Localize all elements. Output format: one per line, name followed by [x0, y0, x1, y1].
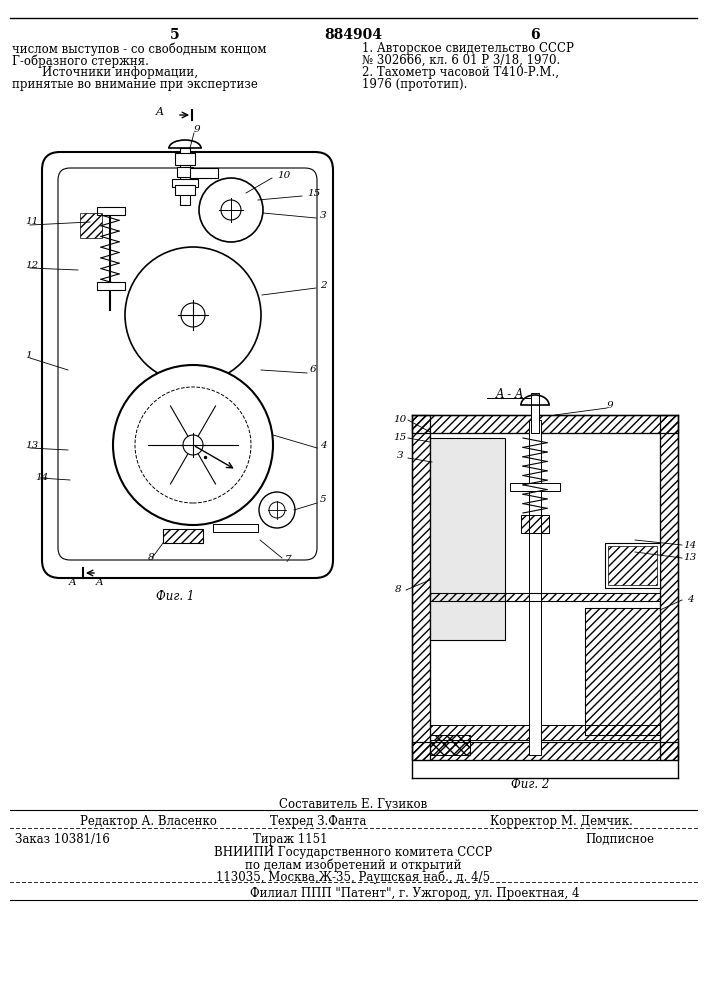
Bar — [521, 515, 549, 533]
Bar — [177, 167, 193, 177]
Text: принятые во внимание при экспертизе: принятые во внимание при экспертизе — [12, 78, 258, 91]
Bar — [660, 415, 678, 760]
Text: 8: 8 — [395, 585, 402, 594]
Text: 9: 9 — [194, 125, 201, 134]
Circle shape — [125, 247, 261, 383]
Text: 2: 2 — [320, 280, 327, 290]
Text: 2. Тахометр часовой Т410-Р.М.,: 2. Тахометр часовой Т410-Р.М., — [362, 66, 559, 79]
Text: Техред З.Фанта: Техред З.Фанта — [270, 815, 366, 828]
Text: Составитель Е. Гузиков: Составитель Е. Гузиков — [279, 798, 427, 811]
Text: 3: 3 — [320, 211, 327, 220]
Text: 15: 15 — [393, 434, 407, 442]
Circle shape — [181, 303, 205, 327]
Text: A - A: A - A — [496, 388, 525, 401]
Text: Заказ 10381/16: Заказ 10381/16 — [15, 833, 110, 846]
Text: 8: 8 — [148, 554, 155, 562]
Text: 6: 6 — [310, 365, 317, 374]
Bar — [190, 168, 218, 178]
Bar — [412, 415, 678, 433]
Text: A: A — [69, 578, 77, 587]
Bar — [412, 742, 678, 760]
Text: 5: 5 — [320, 495, 327, 504]
Circle shape — [199, 178, 263, 242]
Bar — [97, 207, 125, 215]
Text: числом выступов - со свободным концом: числом выступов - со свободным концом — [12, 42, 267, 55]
Text: 10: 10 — [277, 170, 291, 180]
Bar — [213, 524, 258, 532]
Bar — [531, 393, 539, 433]
Bar — [163, 529, 203, 543]
Bar — [430, 593, 660, 601]
Circle shape — [183, 435, 203, 455]
Text: A: A — [156, 107, 164, 117]
Bar — [430, 735, 470, 755]
Text: 11: 11 — [25, 218, 38, 227]
Bar — [97, 282, 125, 290]
Bar — [430, 725, 660, 740]
Text: Г-образного стержня.: Г-образного стержня. — [12, 54, 149, 68]
Circle shape — [269, 502, 285, 518]
Text: 13: 13 — [684, 554, 696, 562]
Text: Филиал ППП "Патент", г. Ужгород, ул. Проектная, 4: Филиал ППП "Патент", г. Ужгород, ул. Про… — [250, 887, 580, 900]
Bar — [412, 415, 430, 760]
FancyBboxPatch shape — [42, 152, 333, 578]
Bar — [529, 420, 541, 755]
Bar — [608, 546, 657, 585]
Text: 3: 3 — [397, 452, 403, 460]
Text: ВНИИПИ Государственного комитета СССР: ВНИИПИ Государственного комитета СССР — [214, 846, 492, 859]
Text: 12: 12 — [25, 260, 38, 269]
Bar — [412, 742, 678, 760]
Text: Тираж 1151: Тираж 1151 — [252, 833, 327, 846]
Text: 14: 14 — [684, 540, 696, 550]
Text: 113035, Москва,Ж-35, Раушская наб., д. 4/5: 113035, Москва,Ж-35, Раушская наб., д. 4… — [216, 870, 490, 884]
Circle shape — [113, 365, 273, 525]
Text: Источники информации,: Источники информации, — [42, 66, 198, 79]
Text: 7: 7 — [285, 556, 291, 564]
Text: по делам изобретений и открытий: по делам изобретений и открытий — [245, 858, 461, 871]
Circle shape — [221, 200, 241, 220]
Text: 6: 6 — [530, 28, 540, 42]
Text: 1976 (прототип).: 1976 (прототип). — [362, 78, 467, 91]
Text: 1. Авторское свидетельство СССР: 1. Авторское свидетельство СССР — [362, 42, 574, 55]
Text: 5: 5 — [170, 28, 180, 42]
Text: 10: 10 — [393, 416, 407, 424]
Bar — [80, 213, 102, 238]
Text: 1: 1 — [25, 351, 32, 360]
Bar — [585, 608, 660, 735]
Text: 4: 4 — [320, 440, 327, 450]
Text: Фиг. 2: Фиг. 2 — [511, 778, 549, 791]
Bar — [412, 415, 430, 760]
Bar — [605, 543, 660, 588]
Bar — [412, 415, 678, 433]
Text: Редактор А. Власенко: Редактор А. Власенко — [80, 815, 217, 828]
Bar — [510, 483, 560, 491]
Text: 15: 15 — [307, 188, 320, 198]
Text: 884904: 884904 — [324, 28, 382, 42]
Bar — [430, 438, 505, 640]
Text: № 302666, кл. 6 01 Р 3/18, 1970.: № 302666, кл. 6 01 Р 3/18, 1970. — [362, 54, 560, 67]
Text: Фиг. 1: Фиг. 1 — [156, 590, 194, 603]
Circle shape — [259, 492, 295, 528]
Bar — [172, 179, 198, 187]
Text: 14: 14 — [35, 474, 48, 483]
Text: 9: 9 — [607, 400, 613, 410]
Text: A: A — [96, 578, 104, 587]
Bar — [175, 185, 195, 195]
Text: Корректор М. Демчик.: Корректор М. Демчик. — [490, 815, 633, 828]
Bar — [585, 608, 660, 735]
Bar — [180, 148, 190, 205]
Bar — [175, 153, 195, 165]
Text: Подписное: Подписное — [585, 833, 655, 846]
Text: 4: 4 — [686, 595, 694, 604]
Text: 13: 13 — [25, 440, 38, 450]
Bar — [660, 415, 678, 760]
